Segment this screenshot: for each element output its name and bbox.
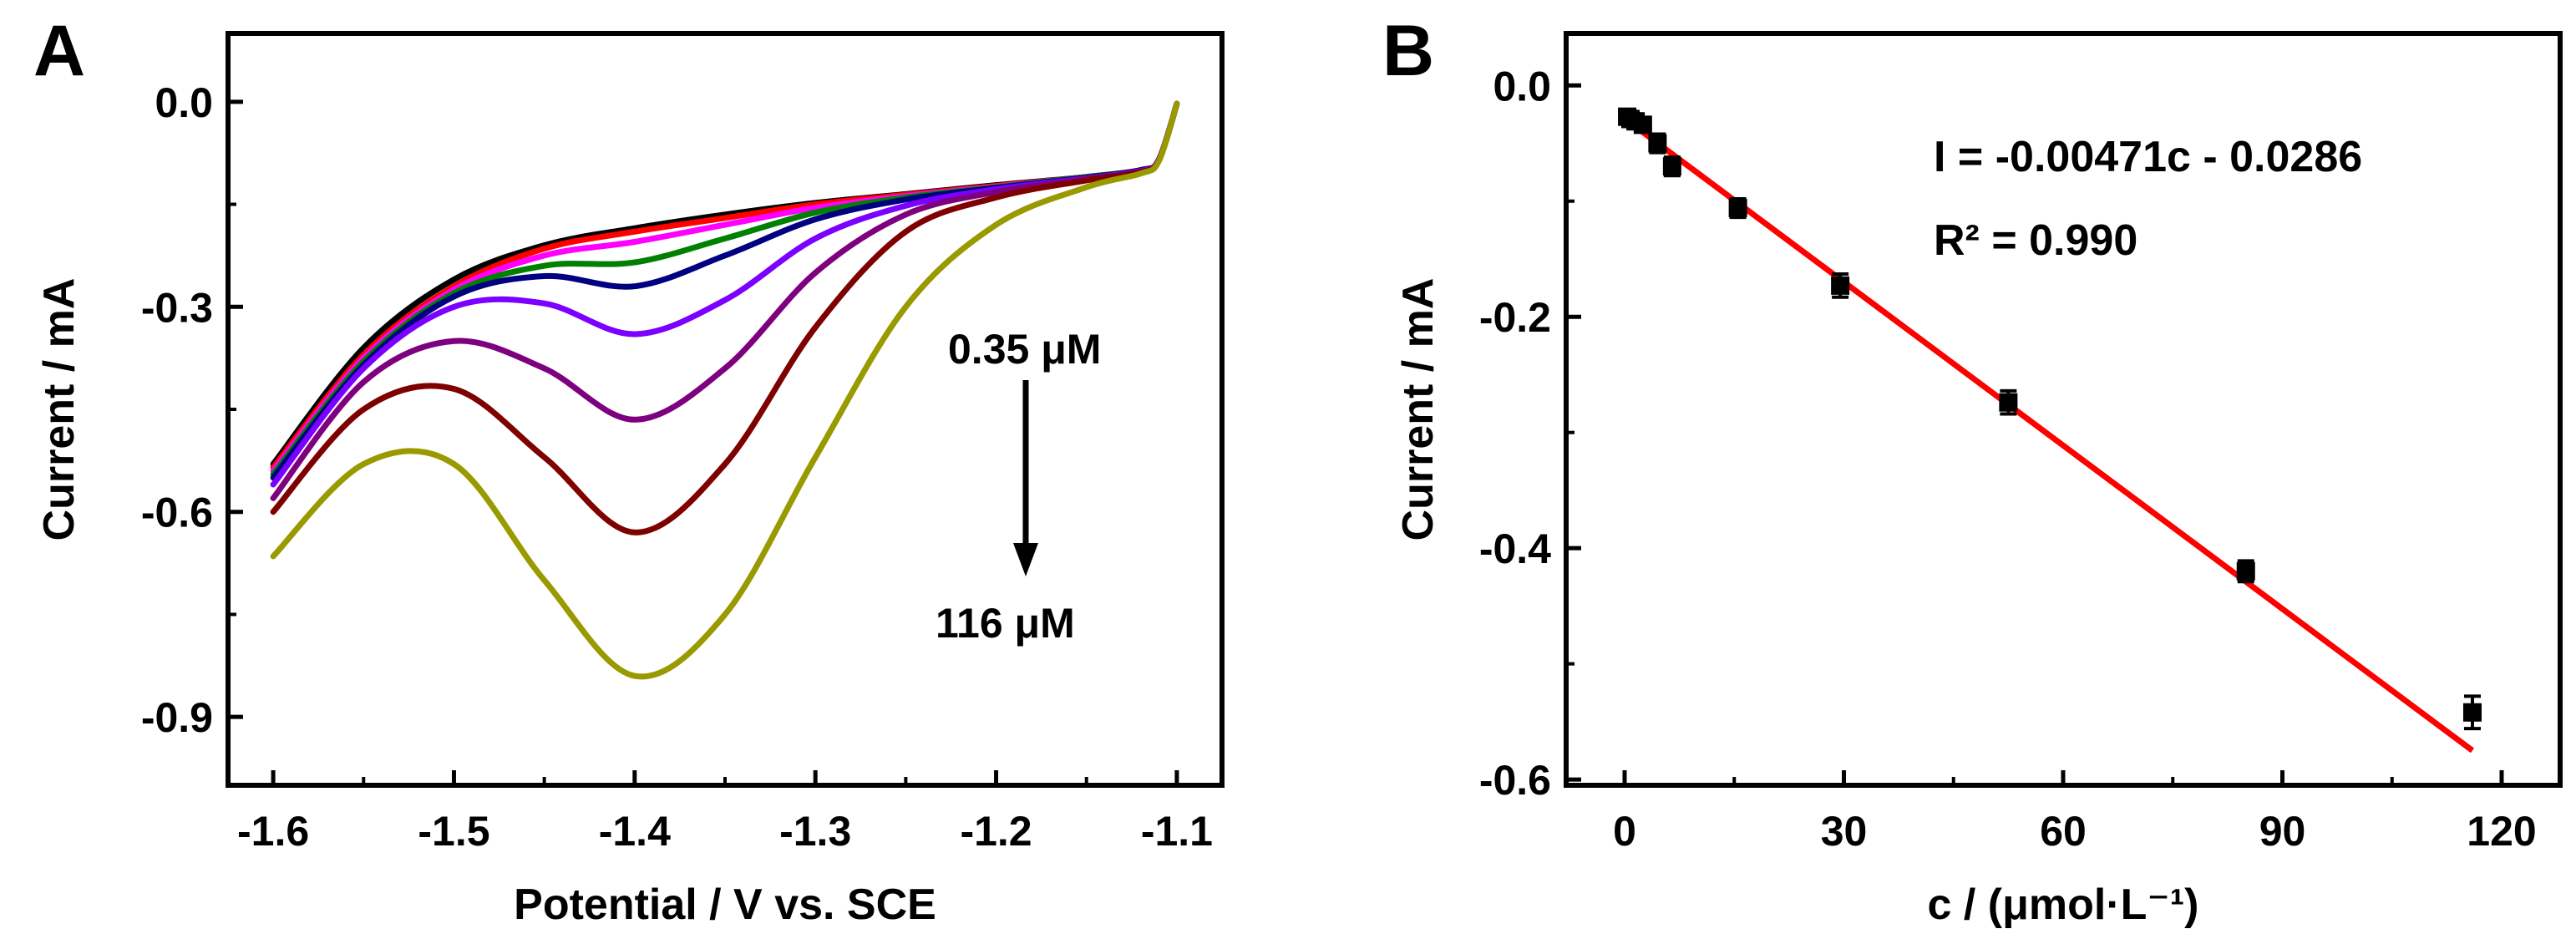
panel-a-frame [226,31,1225,788]
panel-a-curves [270,100,1180,680]
panel-b-ytick-label-2: -0.4 [1479,525,1551,572]
panel-a-ytick-label-2: -0.6 [141,490,213,536]
panel-b-fit-group [1622,116,2475,754]
panel-a-ytick-label-1: -0.3 [141,284,213,331]
panel-a-xtick-label-1: -1.5 [418,808,489,855]
panel-a-xtick-label-0: -1.6 [237,808,309,855]
panel-a-series-3 [270,100,1180,475]
panel-b-point-6 [1728,199,1747,218]
panel-a-xtick-label-5: -1.1 [1141,808,1213,855]
panel-b-ticks: 0 30 60 90 120 0.0 -0.2 -0.4 -0.6 [1479,63,2537,855]
panel-a-series-1 [270,100,1180,467]
panel-b-xtick-label-1: 30 [1821,808,1868,855]
panel-a-ytick-label-3: -0.9 [141,694,213,741]
panel-a-xtick-label-4: -1.2 [960,808,1032,855]
panel-b-xtick-label-4: 120 [2467,808,2536,855]
panel-b-ytick-label-0: 0.0 [1493,63,1551,109]
panel-a-series-8 [270,100,1180,535]
panel-b-point-9 [2236,561,2255,581]
panel-a: A -1.6 -1.5 -1.4 -1.3 -1.2 -1.1 0.0 -0.3 -0.6 -0.… [33,11,1225,929]
panel-b-xtick-label-0: 0 [1613,808,1636,855]
panel-b-ytick-label-1: -0.2 [1479,294,1551,341]
panel-b-xtick-label-2: 60 [2040,808,2087,855]
panel-b-point-10 [2463,703,2482,722]
panel-a-xtick-label-3: -1.3 [779,808,851,855]
panel-a-series-2 [270,100,1180,470]
panel-a-arrow-head [1013,543,1038,576]
panel-b-ylabel: Current / mA [1394,278,1443,541]
panel-b-point-5 [1662,157,1681,176]
panel-a-ticks: -1.6 -1.5 -1.4 -1.3 -1.2 -1.1 0.0 -0.3 -0.6 -0.9 [141,79,1213,855]
panel-b-xlabel: c / (μmol·L⁻¹) [1928,881,2199,929]
panel-a-letter: A [33,11,85,91]
panel-b-xtick-label-3: 90 [2259,808,2306,855]
panel-a-series-4 [270,100,1180,478]
panel-b-letter: B [1382,11,1434,91]
panel-b-r-squared: R² = 0.990 [1934,216,2137,265]
panel-a-ytick-label-0: 0.0 [155,79,213,126]
panel-a-xlabel: Potential / V vs. SCE [514,881,936,929]
panel-a-series-9 [270,100,1180,680]
panel-a-annotation-top: 0.35 μM [948,326,1101,373]
panel-b: B 0 30 60 90 120 0.0 -0.2 -0.4 -0.6 I = -0.00471… [1382,11,2563,929]
panel-a-xtick-label-2: -1.4 [599,808,671,855]
panel-b-point-7 [1831,276,1850,295]
panel-b-fit-line [1622,116,2475,754]
panel-b-point-4 [1648,134,1667,153]
panel-b-point-3 [1633,115,1652,135]
panel-b-point-8 [1999,393,2018,412]
panel-a-series-6 [270,100,1180,488]
panel-b-points [1618,107,2482,731]
panel-a-series-5 [270,100,1180,481]
panel-a-ylabel: Current / mA [35,278,84,541]
panel-b-ytick-label-3: -0.6 [1479,757,1551,804]
panel-b-equation: I = -0.00471c - 0.0286 [1934,133,2362,181]
panel-a-annotation-bottom: 116 μM [936,600,1075,647]
